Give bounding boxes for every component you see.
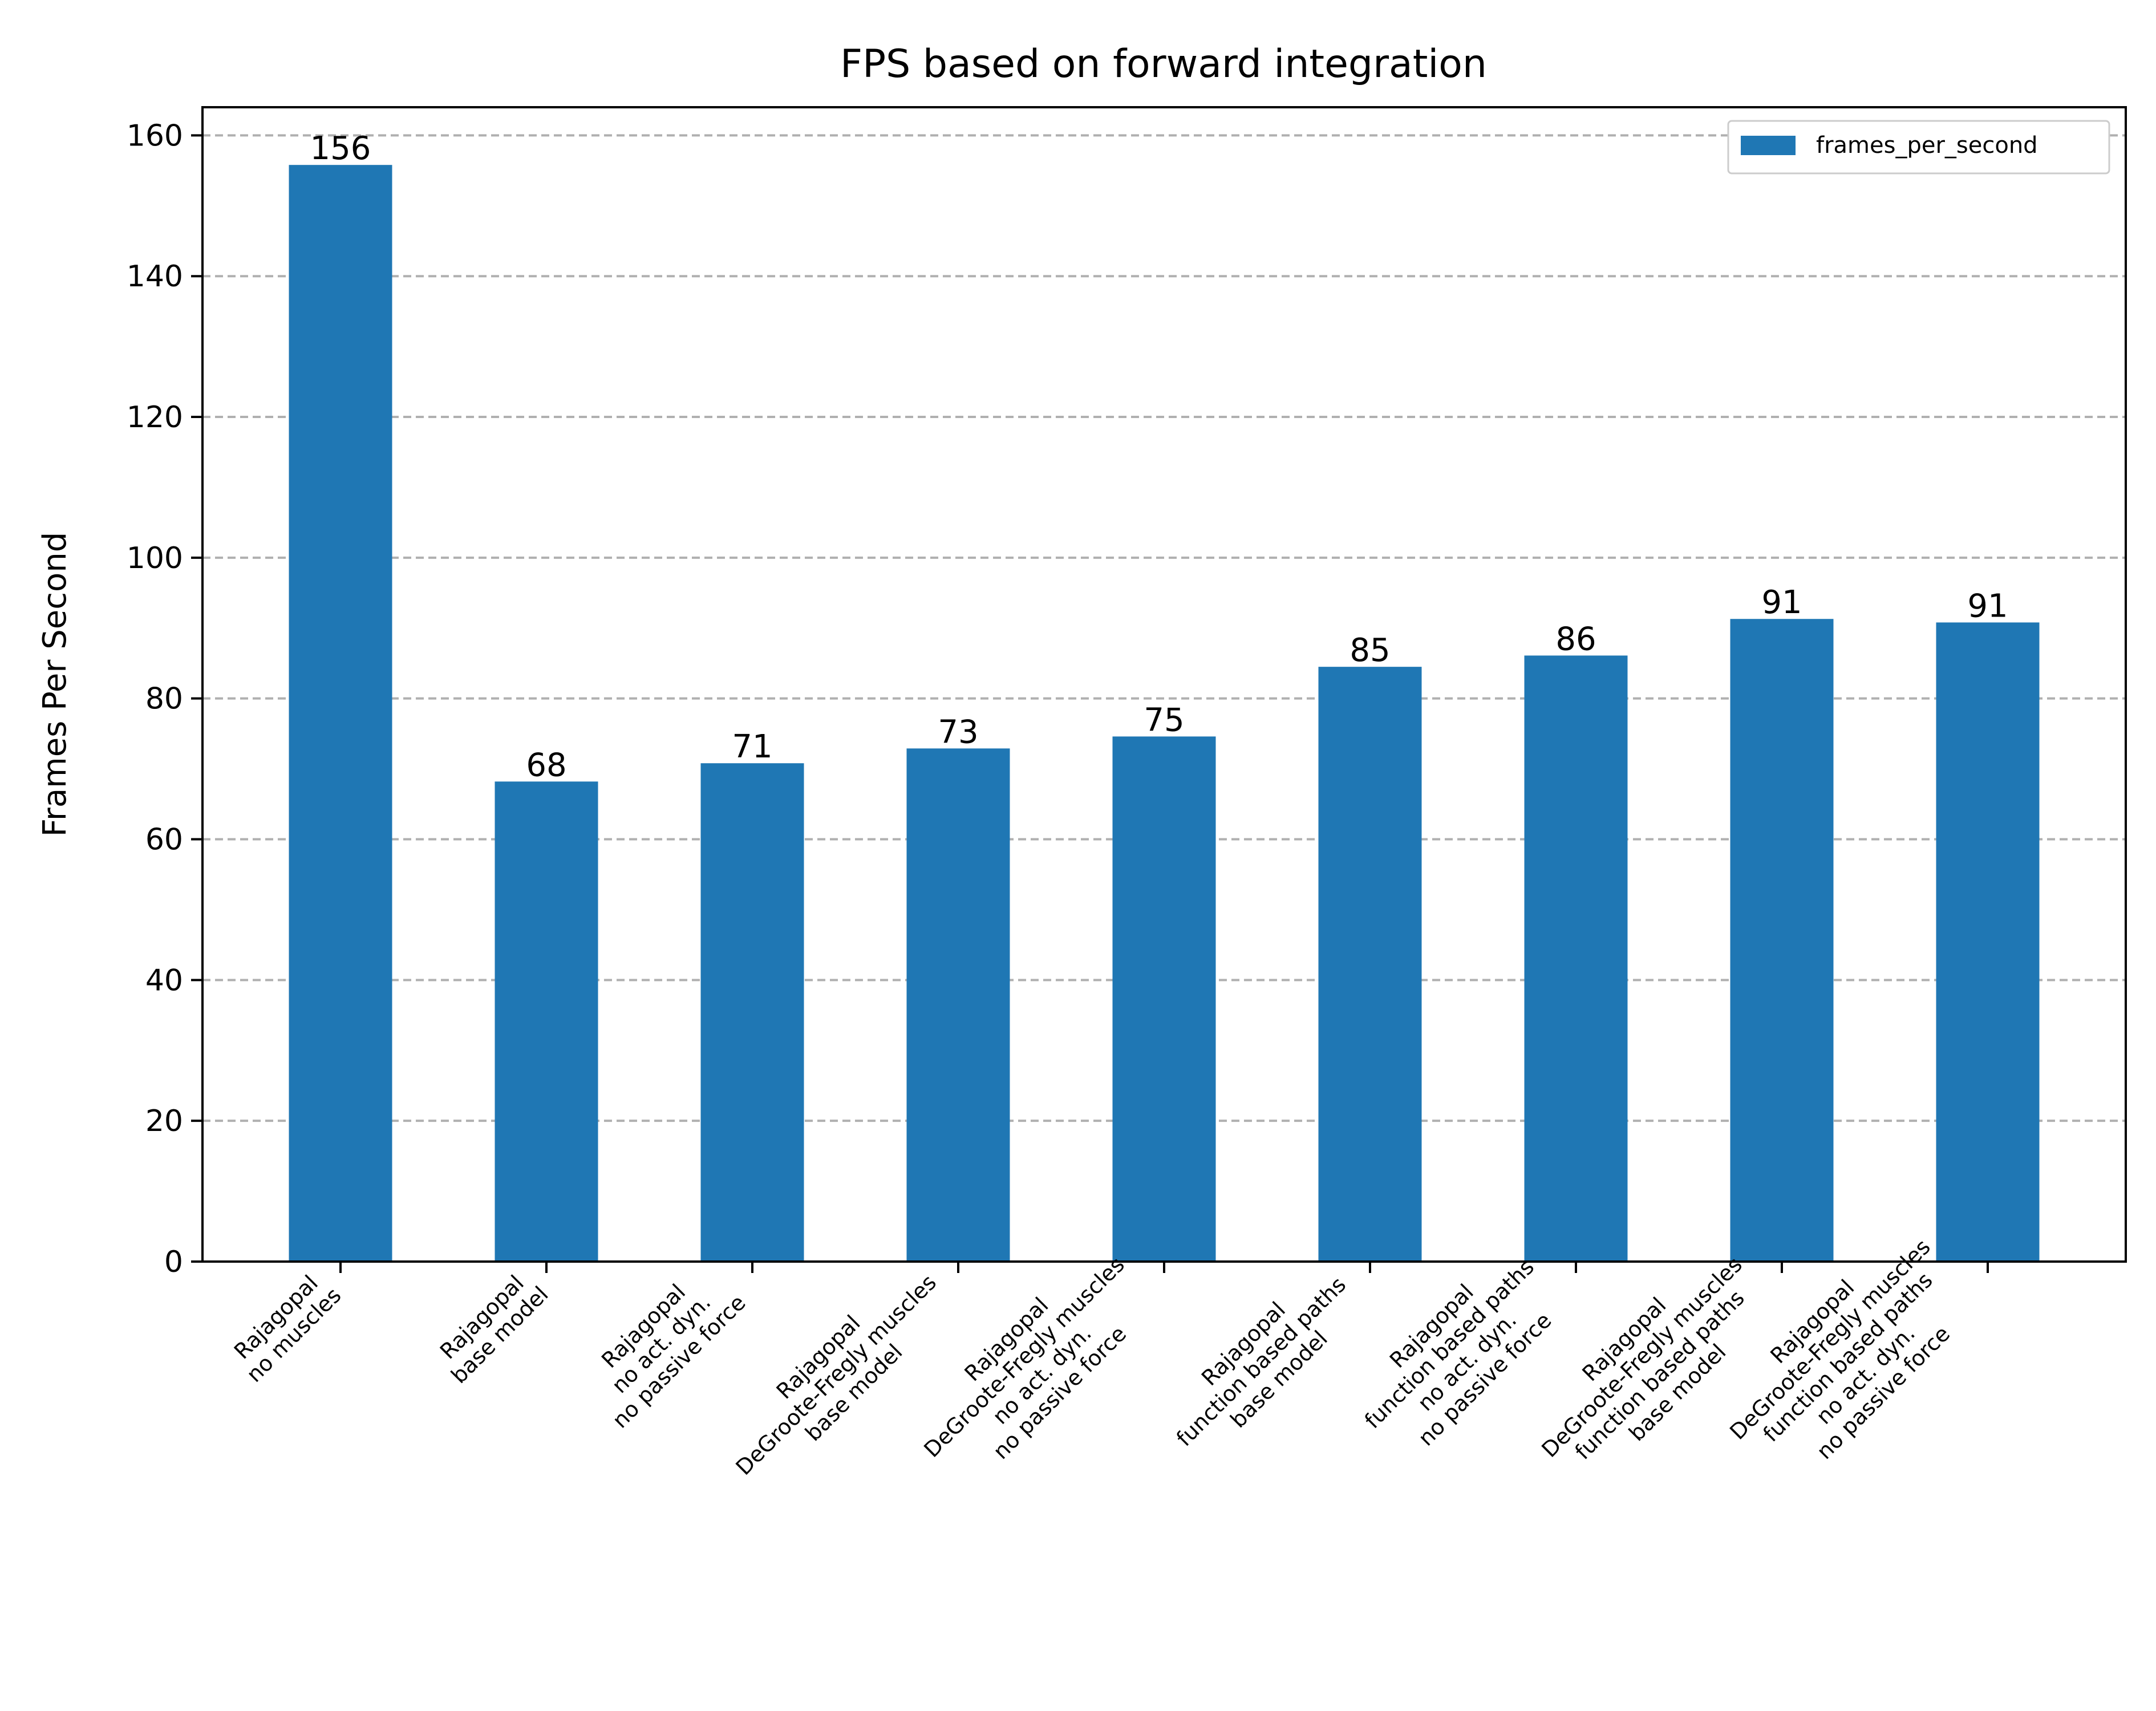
data-label: 68 [526, 747, 566, 784]
chart-title: FPS based on forward integration [840, 42, 1487, 87]
data-label: 75 [1144, 702, 1184, 739]
data-label: 91 [1967, 587, 2008, 625]
data-label: 156 [310, 130, 371, 167]
y-axis-label: Frames Per Second [37, 532, 74, 837]
data-label: 73 [938, 713, 978, 751]
y-tick-label: 120 [127, 400, 183, 435]
legend-box [1727, 120, 2110, 175]
legend: frames_per_second [1727, 120, 2110, 175]
bar [495, 781, 598, 1262]
y-tick-label: 160 [127, 119, 183, 153]
data-label: 85 [1349, 632, 1390, 669]
y-tick-label: 20 [145, 1104, 183, 1138]
y-tick-label: 80 [145, 682, 183, 716]
y-tick-label: 0 [164, 1245, 183, 1279]
data-label: 91 [1761, 584, 1802, 621]
legend-swatch [1741, 136, 1796, 155]
bars: 156 68 71 73 75 85 86 91 91 [289, 130, 2040, 1262]
y-tick-label: 60 [145, 823, 183, 857]
data-label: 86 [1555, 621, 1596, 658]
bar [906, 748, 1010, 1262]
bar [1318, 667, 1422, 1262]
y-tick-label: 140 [127, 260, 183, 294]
y-tick-label: 40 [145, 963, 183, 998]
axis-ticks: 0 20 40 60 80 100 120 140 160 [127, 119, 1989, 1279]
bar [700, 763, 804, 1262]
bar [289, 165, 392, 1262]
y-tick-label: 100 [127, 541, 183, 575]
bar [1524, 655, 1628, 1262]
bar [1112, 736, 1216, 1262]
bar [1730, 619, 1834, 1262]
bar [1936, 622, 2040, 1262]
data-label: 71 [732, 728, 772, 765]
plot-frame [201, 106, 2127, 1263]
legend-label: frames_per_second [1816, 132, 2038, 159]
